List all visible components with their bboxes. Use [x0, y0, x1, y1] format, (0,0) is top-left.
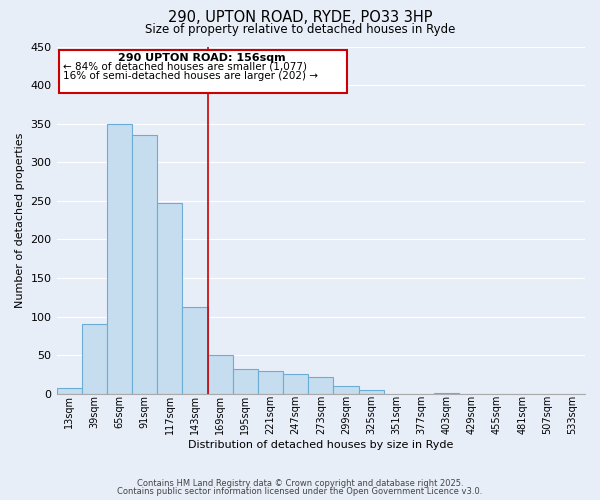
Bar: [82, 324, 107, 394]
FancyBboxPatch shape: [59, 50, 347, 94]
Bar: [56, 388, 82, 394]
Text: 16% of semi-detached houses are larger (202) →: 16% of semi-detached houses are larger (…: [63, 72, 318, 82]
Bar: [308, 376, 334, 394]
Text: 290 UPTON ROAD: 156sqm: 290 UPTON ROAD: 156sqm: [118, 52, 286, 62]
Bar: [107, 124, 132, 394]
Text: Contains public sector information licensed under the Open Government Licence v3: Contains public sector information licen…: [118, 487, 482, 496]
Bar: [233, 369, 258, 394]
Text: ← 84% of detached houses are smaller (1,077): ← 84% of detached houses are smaller (1,…: [63, 62, 307, 72]
Bar: [208, 355, 233, 394]
Bar: [157, 203, 182, 394]
Y-axis label: Number of detached properties: Number of detached properties: [15, 132, 25, 308]
Text: Size of property relative to detached houses in Ryde: Size of property relative to detached ho…: [145, 22, 455, 36]
Bar: [359, 390, 383, 394]
Bar: [182, 308, 208, 394]
Bar: [334, 386, 359, 394]
Bar: [132, 135, 157, 394]
Text: Contains HM Land Registry data © Crown copyright and database right 2025.: Contains HM Land Registry data © Crown c…: [137, 478, 463, 488]
Bar: [434, 393, 459, 394]
Text: 290, UPTON ROAD, RYDE, PO33 3HP: 290, UPTON ROAD, RYDE, PO33 3HP: [168, 10, 432, 25]
Bar: [283, 374, 308, 394]
X-axis label: Distribution of detached houses by size in Ryde: Distribution of detached houses by size …: [188, 440, 454, 450]
Bar: [258, 370, 283, 394]
